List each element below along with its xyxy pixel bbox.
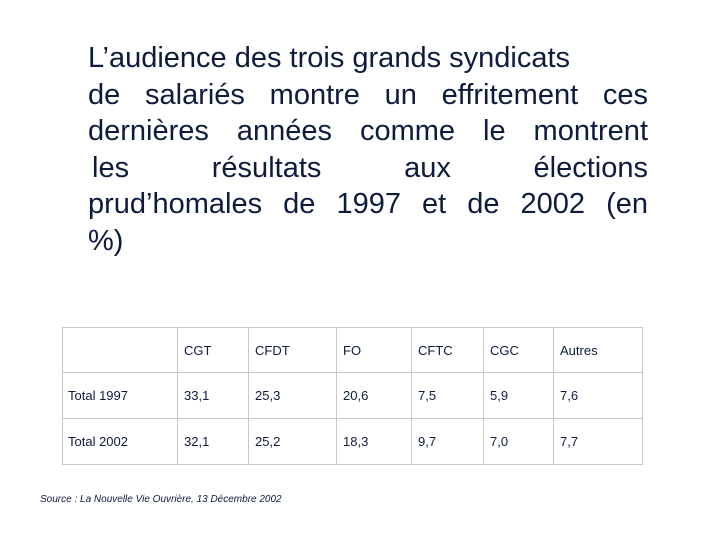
table-cell: 20,6	[336, 372, 412, 419]
table-cell: 5,9	[483, 372, 554, 419]
title-line-3: dernières années comme le montrent	[88, 115, 648, 147]
header-cell-cgt: CGT	[177, 327, 249, 373]
slide-title: L’audience des trois grands syndicats de…	[88, 40, 648, 259]
table-cell: 9,7	[411, 418, 484, 465]
table-cell: 25,2	[248, 418, 337, 465]
header-cell-autres: Autres	[553, 327, 643, 373]
table-cell: 7,7	[553, 418, 643, 465]
header-cell-fo: FO	[336, 327, 412, 373]
election-results-table: CGT CFDT FO CFTC CGC Autres Total 1997 3…	[62, 327, 643, 465]
table-header-row: CGT CFDT FO CFTC CGC Autres	[62, 327, 643, 373]
row-label-2002: Total 2002	[62, 418, 178, 465]
header-cell-cfdt: CFDT	[248, 327, 337, 373]
table-cell: 33,1	[177, 372, 249, 419]
table-cell: 32,1	[177, 418, 249, 465]
source-note: Source : La Nouvelle Vie Ouvrière, 13 Dé…	[40, 494, 282, 505]
table-cell: 18,3	[336, 418, 412, 465]
header-cell-cftc: CFTC	[411, 327, 484, 373]
table-cell: 7,5	[411, 372, 484, 419]
table-cell: 25,3	[248, 372, 337, 419]
title-line-5: prud’homales de 1997 et de 2002 (en	[88, 188, 648, 220]
table-cell: 7,0	[483, 418, 554, 465]
title-line-4: les résultats aux élections	[92, 151, 648, 184]
row-label-1997: Total 1997	[62, 372, 178, 419]
table-row: Total 1997 33,1 25,3 20,6 7,5 5,9 7,6	[62, 372, 643, 419]
header-cell-empty	[62, 327, 178, 373]
title-line-6: %)	[88, 224, 124, 257]
title-line-2: de salariés montre un effritement ces	[88, 78, 648, 111]
title-line-1: L’audience des trois grands syndicats	[88, 42, 571, 74]
table-row: Total 2002 32,1 25,2 18,3 9,7 7,0 7,7	[62, 418, 643, 465]
table-cell: 7,6	[553, 372, 643, 419]
header-cell-cgc: CGC	[483, 327, 554, 373]
